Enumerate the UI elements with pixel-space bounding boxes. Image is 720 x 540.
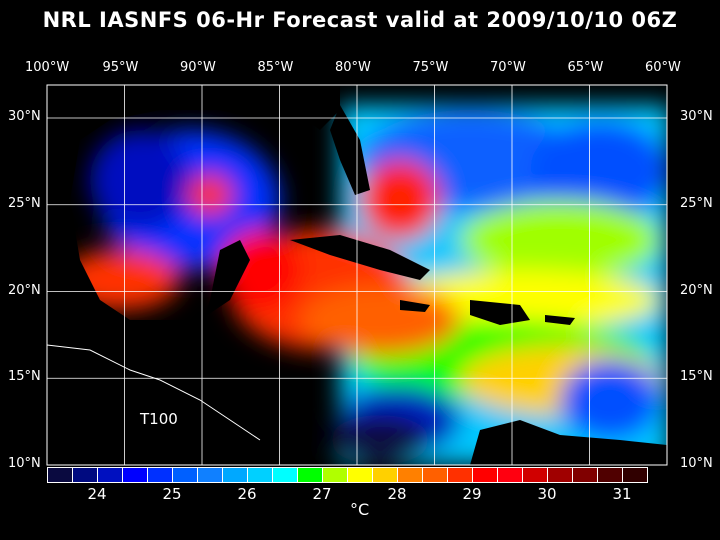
land-florida <box>330 105 370 195</box>
lon-label: 70°W <box>490 60 526 75</box>
annotation-label: T100 <box>140 410 178 428</box>
colorbar-swatch <box>198 468 223 482</box>
colorbar-swatch <box>498 468 523 482</box>
colorbar-swatch <box>523 468 548 482</box>
map-title: NRL IASNFS 06-Hr Forecast valid at 2009/… <box>42 8 678 32</box>
graticule <box>47 85 667 465</box>
land-cuba <box>290 235 430 280</box>
colorbar-tick-label: 24 <box>87 485 107 503</box>
colorbar-tick-label: 30 <box>537 485 557 503</box>
land-south-america <box>470 420 667 465</box>
lat-label: 15°N <box>680 369 713 385</box>
land-hispaniola <box>470 300 530 325</box>
colorbar-swatch <box>548 468 573 482</box>
lon-label: 75°W <box>412 60 449 75</box>
colorbar-swatch <box>73 468 98 482</box>
lat-label: 15°N <box>8 369 41 385</box>
land-mexico-us <box>47 85 340 465</box>
colorbar-swatch <box>623 468 647 482</box>
colorbar-tick-label: 28 <box>387 485 407 503</box>
colorbar-swatch <box>173 468 198 482</box>
lat-label: 30°N <box>680 109 713 124</box>
colorbar-swatch <box>298 468 323 482</box>
colorbar-swatch <box>323 468 348 482</box>
colorbar-swatch <box>373 468 398 482</box>
colorbar-tick-label: 25 <box>162 485 182 503</box>
colorbar-swatch <box>473 468 498 482</box>
border-line <box>47 344 261 441</box>
colorbar-swatch <box>273 468 298 482</box>
lat-label: 10°N <box>680 456 713 471</box>
colorbar-swatch <box>248 468 273 482</box>
lat-label: 30°N <box>8 109 41 124</box>
colorbar-swatch <box>573 468 598 482</box>
colorbar-swatch <box>98 468 123 482</box>
colorbar <box>47 467 648 483</box>
colorbar-swatch <box>223 468 248 482</box>
lat-label: 20°N <box>680 282 713 298</box>
colorbar-tick-label: 26 <box>237 485 257 503</box>
lon-label: 100°W <box>25 60 70 75</box>
colorbar-swatch <box>398 468 423 482</box>
land-jamaica <box>400 300 430 312</box>
lon-label: 90°W <box>180 60 216 75</box>
lat-label: 20°N <box>8 282 41 298</box>
colorbar-swatch <box>348 468 373 482</box>
colorbar-swatch <box>423 468 448 482</box>
colorbar-unit: °C <box>350 500 370 519</box>
colorbar-tick-label: 31 <box>612 485 632 503</box>
lat-label: 10°N <box>8 456 41 471</box>
colorbar-swatch <box>448 468 473 482</box>
colorbar-tick-label: 29 <box>462 485 482 503</box>
lat-label: 25°N <box>680 195 713 211</box>
map-frame <box>46 84 668 466</box>
land-puerto-rico <box>545 315 575 325</box>
lon-label: 85°W <box>257 60 294 75</box>
lon-label: 95°W <box>102 60 139 75</box>
lon-label: 60°W <box>645 60 681 75</box>
colorbar-swatch <box>123 468 148 482</box>
sst-field <box>47 85 667 465</box>
colorbar-swatch <box>148 468 173 482</box>
colorbar-swatch <box>598 468 623 482</box>
colorbar-swatch <box>48 468 73 482</box>
lon-label: 80°W <box>335 60 371 75</box>
colorbar-tick-label: 27 <box>312 485 332 503</box>
lon-label: 65°W <box>567 60 604 75</box>
lat-label: 25°N <box>8 195 41 211</box>
